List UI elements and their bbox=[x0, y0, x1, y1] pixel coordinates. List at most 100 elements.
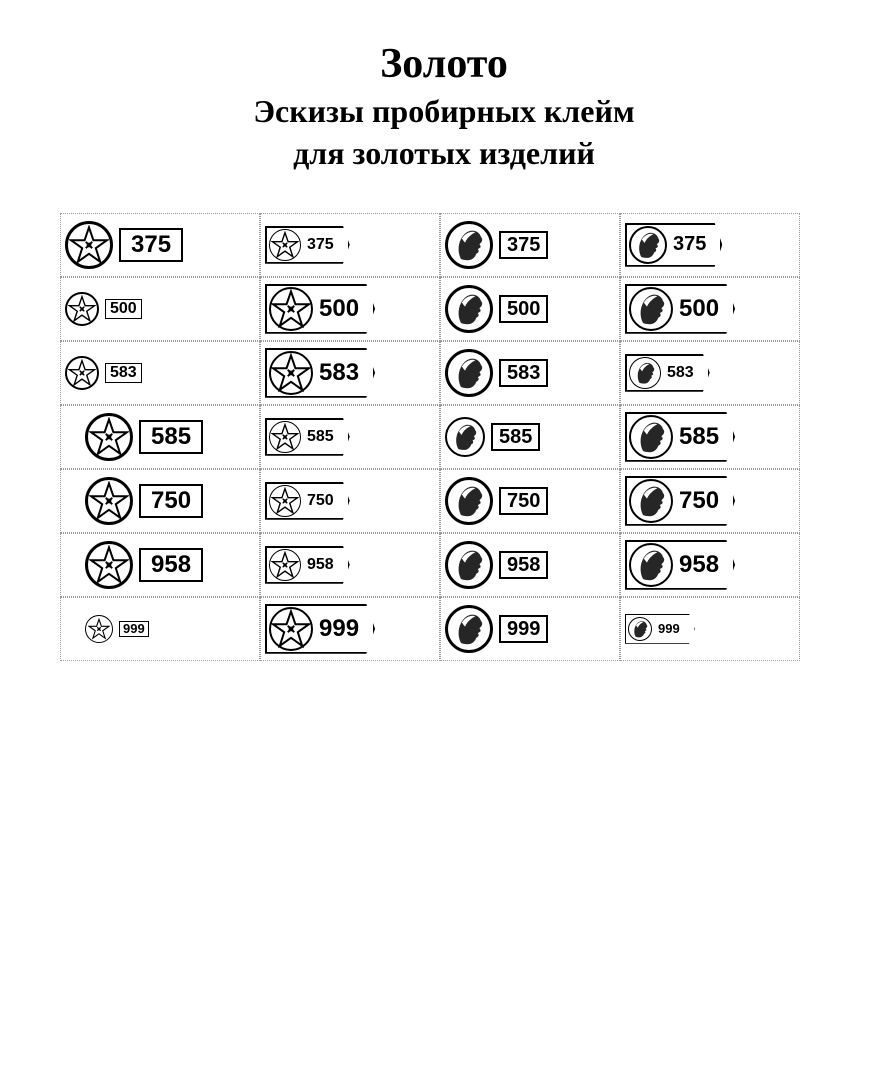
hallmark-cell-col4: 583 bbox=[620, 341, 800, 405]
hallmark-cell-col2: 750 bbox=[260, 469, 440, 533]
hallmark-number-box: 750 bbox=[499, 487, 548, 515]
title-block: Золото Эскизы пробирных клейм для золоты… bbox=[60, 40, 828, 173]
hallmark-number-box: 958 bbox=[139, 548, 203, 582]
hallmark-number: 585 bbox=[303, 428, 340, 446]
page-subtitle-line1: Эскизы пробирных клейм bbox=[60, 92, 828, 130]
woman-profile-icon bbox=[629, 357, 661, 389]
hallmark-number-box: 750 bbox=[139, 484, 203, 518]
hallmark-cell-col3: 583 bbox=[440, 341, 620, 405]
hallmark-cell-col1: 583 bbox=[60, 341, 260, 405]
hallmark-shield: 500 bbox=[265, 284, 375, 334]
hallmark-number: 750 bbox=[303, 492, 340, 510]
hallmark-shield: 500 bbox=[625, 284, 735, 334]
hallmark-shield: 583 bbox=[265, 348, 375, 398]
hallmark-shield: 999 bbox=[265, 604, 375, 654]
hallmark-shield: 583 bbox=[625, 354, 710, 392]
hallmark-cell-col4: 999 bbox=[620, 597, 800, 661]
star-hammer-sickle-icon bbox=[85, 477, 133, 525]
star-hammer-sickle-icon bbox=[85, 541, 133, 589]
hallmark-cell-col1: 750 bbox=[60, 469, 260, 533]
hallmark-cell-col1: 375 bbox=[60, 213, 260, 277]
hallmark-number: 583 bbox=[315, 359, 365, 387]
hallmark-number-box: 583 bbox=[499, 359, 548, 387]
star-hammer-sickle-icon bbox=[85, 615, 113, 643]
hallmark-shield: 375 bbox=[265, 226, 350, 264]
hallmark-cell-col1: 585 bbox=[60, 405, 260, 469]
hallmark-number-box: 999 bbox=[119, 621, 149, 637]
hallmark-number-box: 583 bbox=[105, 363, 142, 383]
hallmark-cell-col2: 375 bbox=[260, 213, 440, 277]
hallmark-shield: 585 bbox=[265, 418, 350, 456]
woman-profile-icon bbox=[629, 287, 673, 331]
hallmark-cell-col2: 958 bbox=[260, 533, 440, 597]
star-hammer-sickle-icon bbox=[269, 421, 301, 453]
hallmark-cell-col4: 958 bbox=[620, 533, 800, 597]
hallmark-cell-col1: 999 bbox=[60, 597, 260, 661]
page-subtitle-line2: для золотых изделий bbox=[60, 134, 828, 172]
star-hammer-sickle-icon bbox=[85, 413, 133, 461]
star-hammer-sickle-icon bbox=[269, 351, 313, 395]
hallmark-cell-col3: 999 bbox=[440, 597, 620, 661]
hallmark-shield: 958 bbox=[265, 546, 350, 584]
hallmark-cell-col2: 583 bbox=[260, 341, 440, 405]
hallmark-shield: 750 bbox=[265, 482, 350, 520]
hallmark-number-box: 500 bbox=[499, 295, 548, 323]
hallmark-number-box: 585 bbox=[491, 423, 540, 451]
woman-profile-icon bbox=[445, 541, 493, 589]
star-hammer-sickle-icon bbox=[269, 485, 301, 517]
star-hammer-sickle-icon bbox=[65, 356, 99, 390]
hallmark-cell-col4: 750 bbox=[620, 469, 800, 533]
star-hammer-sickle-icon bbox=[269, 229, 301, 261]
woman-profile-icon bbox=[445, 605, 493, 653]
hallmark-shield: 585 bbox=[625, 412, 735, 462]
hallmark-cell-col1: 500 bbox=[60, 277, 260, 341]
hallmark-cell-col2: 999 bbox=[260, 597, 440, 661]
woman-profile-icon bbox=[629, 479, 673, 523]
woman-profile-icon bbox=[628, 617, 652, 641]
hallmark-shield: 999 bbox=[625, 614, 695, 644]
hallmark-number-box: 999 bbox=[499, 615, 548, 643]
hallmark-cell-col4: 585 bbox=[620, 405, 800, 469]
star-hammer-sickle-icon bbox=[65, 221, 113, 269]
hallmark-number-box: 500 bbox=[105, 299, 142, 319]
hallmark-number-box: 958 bbox=[499, 551, 548, 579]
hallmark-number: 750 bbox=[675, 487, 725, 515]
hallmark-number-box: 375 bbox=[499, 231, 548, 259]
hallmark-number: 500 bbox=[675, 295, 725, 323]
hallmark-number: 583 bbox=[663, 364, 700, 382]
hallmark-number: 999 bbox=[315, 615, 365, 643]
star-hammer-sickle-icon bbox=[269, 607, 313, 651]
hallmark-cell-col3: 958 bbox=[440, 533, 620, 597]
woman-profile-icon bbox=[629, 226, 667, 264]
page: Золото Эскизы пробирных клейм для золоты… bbox=[0, 0, 888, 661]
woman-profile-icon bbox=[445, 285, 493, 333]
woman-profile-icon bbox=[629, 543, 673, 587]
page-title: Золото bbox=[60, 40, 828, 88]
hallmark-cell-col2: 500 bbox=[260, 277, 440, 341]
hallmark-shield: 375 bbox=[625, 223, 722, 267]
hallmark-number: 585 bbox=[675, 423, 725, 451]
star-hammer-sickle-icon bbox=[65, 292, 99, 326]
woman-profile-icon bbox=[629, 415, 673, 459]
hallmark-shield: 750 bbox=[625, 476, 735, 526]
hallmark-number: 500 bbox=[315, 295, 365, 323]
hallmark-cell-col2: 585 bbox=[260, 405, 440, 469]
hallmark-cell-col1: 958 bbox=[60, 533, 260, 597]
hallmark-cell-col3: 750 bbox=[440, 469, 620, 533]
hallmark-shield: 958 bbox=[625, 540, 735, 590]
hallmark-number: 375 bbox=[303, 236, 340, 254]
hallmark-number-box: 585 bbox=[139, 420, 203, 454]
star-hammer-sickle-icon bbox=[269, 287, 313, 331]
hallmark-number: 375 bbox=[669, 233, 712, 256]
hallmark-cell-col3: 585 bbox=[440, 405, 620, 469]
hallmark-number-box: 375 bbox=[119, 228, 183, 262]
hallmark-number: 958 bbox=[303, 556, 340, 574]
hallmark-cell-col4: 375 bbox=[620, 213, 800, 277]
hallmark-number: 958 bbox=[675, 551, 725, 579]
hallmark-cell-col3: 500 bbox=[440, 277, 620, 341]
woman-profile-icon bbox=[445, 221, 493, 269]
star-hammer-sickle-icon bbox=[269, 549, 301, 581]
hallmark-cell-col3: 375 bbox=[440, 213, 620, 277]
hallmark-cell-col4: 500 bbox=[620, 277, 800, 341]
woman-profile-icon bbox=[445, 477, 493, 525]
